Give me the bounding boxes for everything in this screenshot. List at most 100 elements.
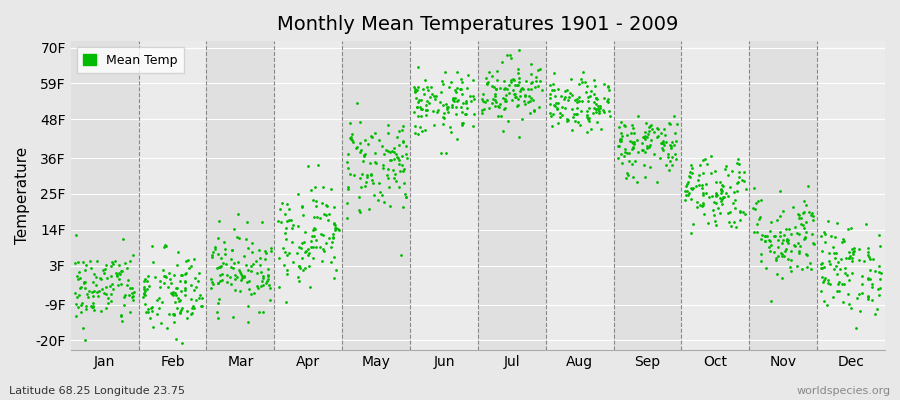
Point <box>863 256 878 262</box>
Point <box>511 75 526 82</box>
Point <box>482 69 496 75</box>
Point <box>458 110 473 117</box>
Point <box>368 159 382 165</box>
Point <box>340 200 355 207</box>
Point <box>501 90 516 96</box>
Point <box>504 78 518 85</box>
Point <box>137 291 151 298</box>
Point <box>847 245 861 251</box>
Point <box>326 231 340 237</box>
Point <box>659 139 673 145</box>
Point <box>356 152 371 159</box>
Point <box>662 141 677 148</box>
Point <box>215 271 230 277</box>
Point <box>168 292 183 298</box>
Point <box>459 99 473 106</box>
Point <box>582 93 597 99</box>
Point <box>714 190 728 196</box>
Point <box>814 274 829 280</box>
Point <box>474 110 489 116</box>
Point <box>224 280 238 287</box>
Point <box>69 273 84 280</box>
Point <box>590 95 604 101</box>
Point <box>523 98 537 104</box>
Point <box>491 103 505 109</box>
Point <box>114 313 129 320</box>
Point <box>229 272 243 278</box>
Point <box>120 282 134 288</box>
Point <box>779 237 794 243</box>
Point <box>298 249 312 255</box>
Point <box>329 225 344 232</box>
Point <box>171 295 185 301</box>
Point <box>260 266 274 272</box>
Point <box>736 178 751 184</box>
Point <box>170 262 184 268</box>
Point <box>834 238 849 245</box>
Point <box>804 212 818 218</box>
Point <box>721 172 735 178</box>
Point <box>76 325 90 331</box>
Point <box>153 277 167 284</box>
Point <box>324 186 338 192</box>
Point <box>683 230 698 236</box>
Point <box>280 218 294 225</box>
Point <box>734 208 748 214</box>
Point <box>667 142 681 148</box>
Point <box>169 336 184 342</box>
Point <box>560 116 574 122</box>
Point <box>587 91 601 97</box>
Point <box>174 307 188 314</box>
Point <box>434 149 448 156</box>
Point <box>834 256 849 262</box>
Point <box>512 79 526 86</box>
Point <box>94 276 108 283</box>
Point <box>313 244 328 250</box>
Point <box>523 110 537 116</box>
Point <box>142 282 157 289</box>
Point <box>262 282 276 288</box>
Point <box>203 276 218 282</box>
Point <box>827 266 842 272</box>
Point <box>791 211 806 217</box>
Point <box>279 225 293 231</box>
Point <box>775 252 789 259</box>
Point <box>772 188 787 194</box>
Point <box>76 280 91 286</box>
Point <box>466 111 481 118</box>
Point <box>319 240 333 246</box>
Point <box>191 278 205 284</box>
Point <box>453 86 467 92</box>
Point <box>557 95 572 102</box>
Point <box>511 65 526 72</box>
Point <box>650 178 664 185</box>
Point <box>690 203 705 210</box>
Point <box>614 150 628 157</box>
Point <box>146 324 160 330</box>
Point <box>213 263 228 270</box>
Point <box>364 134 379 140</box>
Point <box>302 263 316 270</box>
Point <box>705 192 719 199</box>
Bar <box>71 41 139 350</box>
Point <box>292 263 306 270</box>
Point <box>724 168 739 174</box>
Point <box>630 137 644 143</box>
Point <box>838 270 852 276</box>
Point <box>510 82 525 88</box>
Point <box>98 304 112 311</box>
Point <box>775 240 789 246</box>
Point <box>449 89 464 96</box>
Point <box>489 99 503 106</box>
Point <box>317 211 331 218</box>
Point <box>372 137 386 144</box>
Point <box>564 92 579 98</box>
Point <box>440 109 454 115</box>
Point <box>746 185 760 192</box>
Point <box>140 306 155 312</box>
Point <box>762 238 777 244</box>
Point <box>104 272 118 279</box>
Point <box>758 232 772 239</box>
Point <box>498 106 512 112</box>
Point <box>580 94 595 100</box>
